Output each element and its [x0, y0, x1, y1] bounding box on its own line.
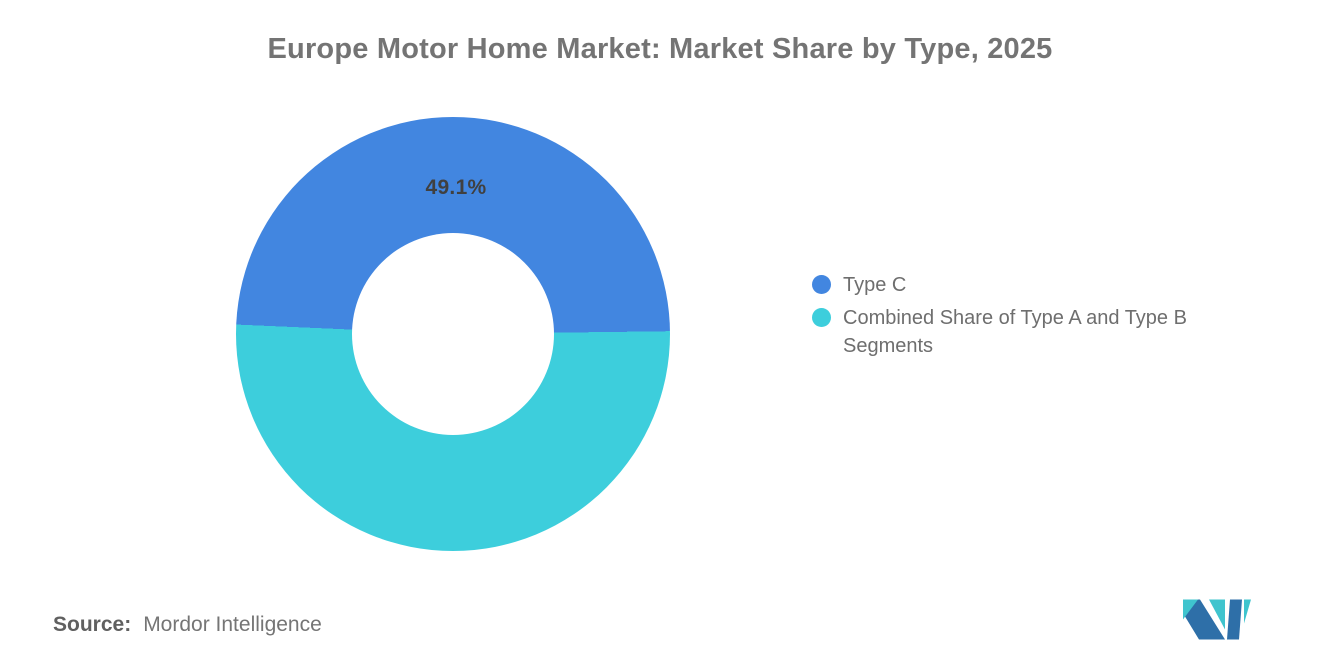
mordor-intelligence-logo	[1183, 599, 1251, 640]
source-label: Source:	[53, 613, 132, 636]
logo-right-bar	[1227, 599, 1242, 640]
chart-legend: Type C Combined Share of Type A and Type…	[812, 271, 1232, 365]
legend-dot-combined-share-icon	[812, 308, 831, 327]
logo-m-diagonal	[1185, 599, 1225, 640]
legend-item-combined-share[interactable]: Combined Share of Type A and Type B Segm…	[812, 304, 1232, 360]
legend-dot-type-c-icon	[812, 275, 831, 294]
legend-label-combined-share: Combined Share of Type A and Type B Segm…	[843, 307, 1187, 357]
logo-right-triangle	[1244, 599, 1251, 624]
source-attribution: Source: Mordor Intelligence	[53, 613, 322, 637]
source-value: Mordor Intelligence	[143, 613, 322, 636]
logo-middle-triangle	[1209, 599, 1225, 630]
donut-chart-area: 49.1%	[236, 117, 670, 551]
legend-label-type-c: Type C	[843, 274, 907, 296]
donut-hole	[352, 233, 554, 435]
legend-item-type-c[interactable]: Type C	[812, 271, 1232, 299]
slice-data-label: 49.1%	[425, 176, 487, 199]
logo-top-left-triangle	[1183, 599, 1198, 620]
chart-title: Europe Motor Home Market: Market Share b…	[267, 33, 1053, 65]
